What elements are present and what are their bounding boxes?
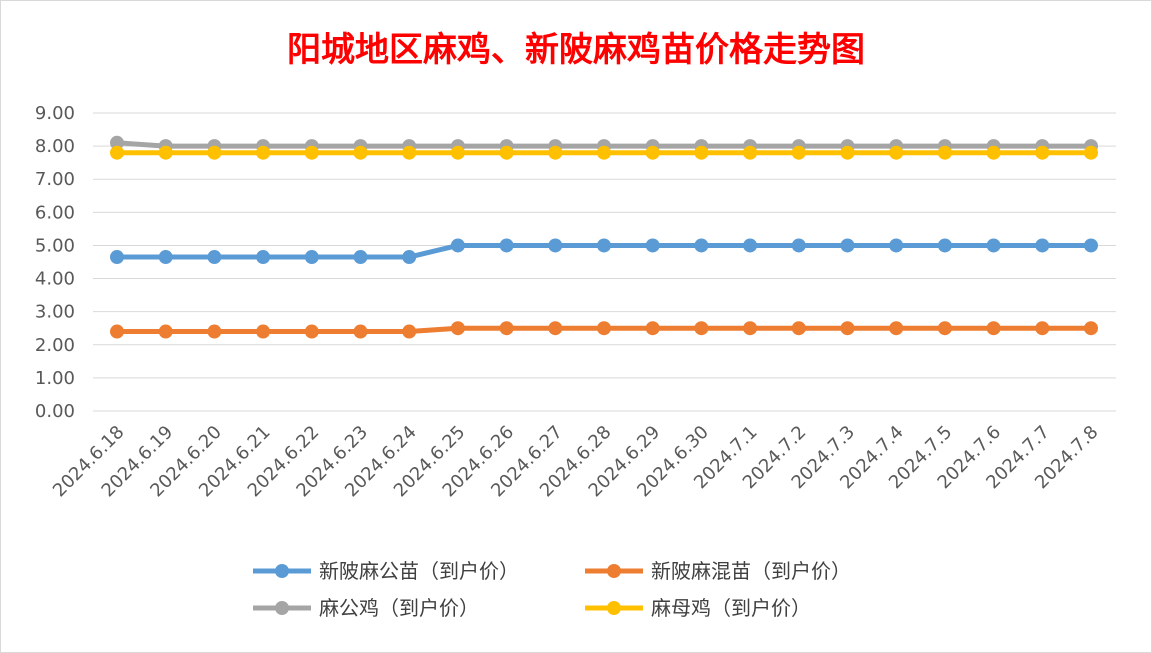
data-point	[402, 250, 417, 265]
data-point	[499, 238, 514, 253]
series-3	[110, 145, 1098, 160]
legend-label: 新陂麻混苗（到户价）	[651, 559, 851, 583]
data-point	[986, 145, 1001, 160]
data-point	[937, 145, 952, 160]
data-point	[353, 324, 368, 339]
y-axis: 0.00 1.00 2.00 3.00 4.00 5.00 6.00 7.00 8.00 9.00	[35, 103, 75, 422]
y-tick-label: 1.00	[35, 368, 75, 389]
data-point	[304, 250, 319, 265]
data-point	[743, 238, 758, 253]
data-point	[207, 324, 222, 339]
data-point	[548, 145, 563, 160]
data-point	[694, 238, 709, 253]
data-point	[548, 238, 563, 253]
data-point	[499, 145, 514, 160]
data-point	[889, 238, 904, 253]
data-point	[597, 321, 611, 336]
data-point	[548, 321, 563, 336]
legend-item: 新陂麻公苗（到户价）	[253, 559, 519, 583]
data-point	[402, 324, 417, 339]
y-tick-label: 9.00	[35, 103, 75, 124]
data-point	[645, 145, 660, 160]
data-point	[743, 321, 758, 336]
data-point	[402, 145, 417, 160]
data-point	[207, 145, 222, 160]
data-point	[1035, 238, 1050, 253]
data-point	[110, 324, 124, 339]
y-tick-label: 2.00	[35, 335, 75, 356]
data-point	[353, 145, 368, 160]
data-point	[791, 145, 806, 160]
data-point	[158, 145, 173, 160]
series-1	[110, 321, 1098, 339]
data-point	[645, 321, 660, 336]
data-point	[110, 135, 124, 150]
plot-series	[110, 135, 1098, 339]
data-point	[499, 321, 514, 336]
legend-label: 麻母鸡（到户价）	[651, 596, 811, 620]
data-point	[986, 321, 1001, 336]
legend-swatch-marker	[275, 564, 289, 578]
data-point	[110, 250, 124, 265]
data-point	[743, 145, 758, 160]
data-point	[986, 238, 1001, 253]
data-point	[158, 324, 173, 339]
legend-swatch-marker	[275, 601, 289, 615]
data-point	[1035, 321, 1050, 336]
data-point	[840, 145, 855, 160]
data-point	[1084, 321, 1098, 336]
data-point	[207, 250, 222, 265]
y-tick-label: 8.00	[35, 136, 75, 157]
legend-label: 麻公鸡（到户价）	[319, 596, 479, 620]
data-point	[304, 145, 319, 160]
data-point	[694, 145, 709, 160]
data-point	[937, 321, 952, 336]
legend-item: 新陂麻混苗（到户价）	[585, 559, 851, 583]
data-point	[889, 145, 904, 160]
data-point	[597, 145, 611, 160]
y-tick-label: 6.00	[35, 202, 75, 223]
data-point	[256, 250, 271, 265]
data-point	[645, 238, 660, 253]
data-point	[1084, 238, 1098, 253]
legend: 新陂麻公苗（到户价） 新陂麻混苗（到户价） 麻公鸡（到户价） 麻母鸡（到户价）	[253, 559, 851, 620]
y-tick-label: 4.00	[35, 269, 75, 290]
y-tick-label: 0.00	[35, 401, 75, 422]
data-point	[450, 145, 465, 160]
data-point	[889, 321, 904, 336]
data-point	[450, 238, 465, 253]
data-point	[450, 321, 465, 336]
y-tick-label: 5.00	[35, 235, 75, 256]
x-axis: 2024.6.182024.6.192024.6.202024.6.212024…	[49, 422, 1103, 502]
legend-swatch-marker	[607, 564, 621, 578]
legend-item: 麻母鸡（到户价）	[585, 596, 811, 620]
legend-swatch-marker	[607, 601, 621, 615]
data-point	[256, 145, 271, 160]
data-point	[304, 324, 319, 339]
data-point	[110, 145, 124, 160]
data-point	[597, 238, 611, 253]
legend-label: 新陂麻公苗（到户价）	[319, 559, 519, 583]
data-point	[1035, 145, 1050, 160]
data-point	[791, 321, 806, 336]
series-0	[110, 238, 1098, 265]
data-point	[158, 250, 173, 265]
data-point	[353, 250, 368, 265]
data-point	[840, 238, 855, 253]
data-point	[694, 321, 709, 336]
data-point	[256, 324, 271, 339]
y-tick-label: 7.00	[35, 169, 75, 190]
data-point	[937, 238, 952, 253]
chart-title: 阳城地区麻鸡、新陂麻鸡苗价格走势图	[287, 30, 865, 70]
y-tick-label: 3.00	[35, 302, 75, 323]
legend-item: 麻公鸡（到户价）	[253, 596, 479, 620]
data-point	[840, 321, 855, 336]
data-point	[1084, 145, 1098, 160]
data-point	[791, 238, 806, 253]
